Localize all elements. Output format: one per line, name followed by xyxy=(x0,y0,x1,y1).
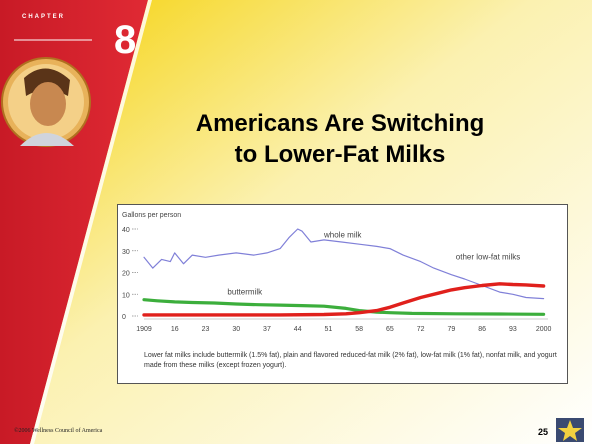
band-divider xyxy=(30,0,152,444)
x-tick-label: 16 xyxy=(171,326,179,333)
milk-consumption-chart: Gallons per person 0 10 20 30 40 1909 16 23 30 37 4… xyxy=(122,212,552,333)
series-label: buttermilk xyxy=(227,287,263,296)
slide-title: Americans Are Switching to Lower-Fat Mil… xyxy=(150,108,530,170)
chapter-number: 8 xyxy=(114,18,137,62)
x-tick-label: 23 xyxy=(202,326,210,333)
x-tick-label: 79 xyxy=(447,326,455,333)
x-tick-label: 1909 xyxy=(136,326,152,333)
y-tick-label: 10 xyxy=(122,292,130,299)
chart-panel: Gallons per person 0 10 20 30 40 1909 16 23 30 37 4… xyxy=(117,204,568,384)
series-line-buttermilk xyxy=(142,298,546,316)
x-tick-label: 30 xyxy=(232,326,240,333)
x-tick-label: 86 xyxy=(478,326,486,333)
x-tick-label: 51 xyxy=(325,326,333,333)
y-tick-label: 0 xyxy=(122,314,126,321)
copyright-text: ©2006 Wellness Council of America xyxy=(14,428,103,434)
x-tick-label: 65 xyxy=(386,326,394,333)
portrait-icon xyxy=(1,57,91,147)
page-number: 25 xyxy=(538,427,549,437)
y-tick-label: 30 xyxy=(122,249,130,256)
title-line-1: Americans Are Switching xyxy=(195,110,485,137)
y-tick-label: 20 xyxy=(122,271,130,278)
x-tick-label: 58 xyxy=(355,326,363,333)
x-tick-label: 2000 xyxy=(536,326,552,333)
y-tick-label: 40 xyxy=(122,227,130,234)
x-tick-label: 93 xyxy=(509,326,517,333)
series-label: whole milk xyxy=(323,231,362,240)
chapter-label: CHAPTER xyxy=(22,14,66,20)
x-tick-label: 72 xyxy=(417,326,425,333)
x-tick-label: 44 xyxy=(294,326,302,333)
series-label: other low-fat milks xyxy=(456,252,520,261)
title-line-2: to Lower-Fat Milks xyxy=(234,141,446,168)
chart-caption: Lower fat milks include buttermilk (1.5%… xyxy=(144,352,557,369)
series-line-whole-milk xyxy=(143,228,545,300)
series-line-other-low-fat-milks xyxy=(142,282,546,317)
y-axis-title: Gallons per person xyxy=(122,212,181,219)
council-logo-icon xyxy=(556,418,584,442)
x-tick-label: 37 xyxy=(263,326,271,333)
